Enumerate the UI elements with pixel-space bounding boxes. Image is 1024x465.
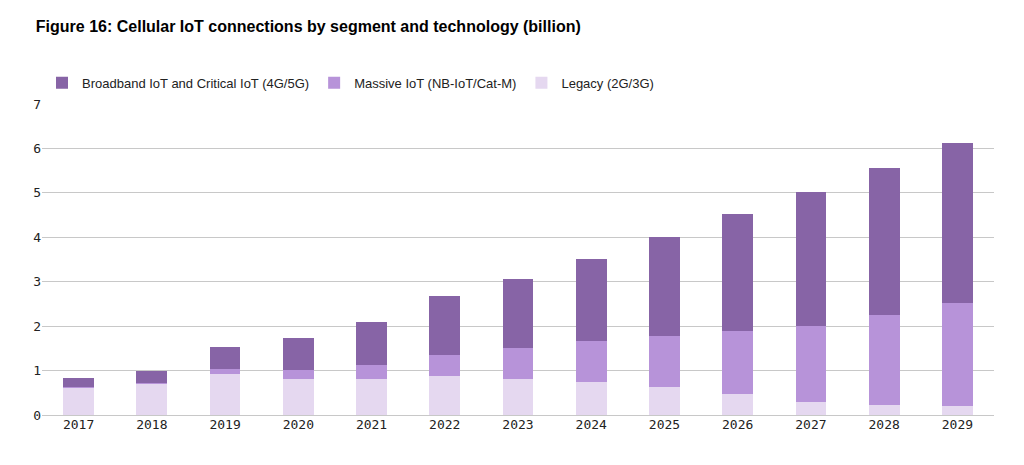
svg-text:4: 4: [33, 230, 41, 245]
svg-text:2025: 2025: [649, 417, 680, 432]
svg-text:2023: 2023: [502, 417, 533, 432]
svg-text:2021: 2021: [356, 417, 387, 432]
svg-text:Legacy (2G/3G): Legacy (2G/3G): [561, 76, 654, 91]
svg-text:2017: 2017: [63, 417, 94, 432]
svg-text:2029: 2029: [942, 417, 973, 432]
svg-text:2019: 2019: [209, 417, 240, 432]
svg-text:Figure 16: Cellular IoT connec: Figure 16: Cellular IoT connections by s…: [36, 18, 581, 35]
svg-text:2018: 2018: [136, 417, 167, 432]
svg-text:1: 1: [33, 363, 41, 378]
svg-text:5: 5: [33, 185, 41, 200]
svg-text:2020: 2020: [283, 417, 314, 432]
svg-text:7: 7: [33, 97, 41, 112]
svg-text:Broadband IoT and Critical IoT: Broadband IoT and Critical IoT (4G/5G): [82, 76, 309, 91]
svg-text:2028: 2028: [868, 417, 899, 432]
svg-text:3: 3: [33, 274, 41, 289]
svg-text:2022: 2022: [429, 417, 460, 432]
svg-text:2026: 2026: [722, 417, 753, 432]
svg-text:2024: 2024: [576, 417, 607, 432]
svg-text:2: 2: [33, 319, 41, 334]
svg-text:0: 0: [33, 408, 41, 423]
svg-text:6: 6: [33, 141, 41, 156]
svg-text:2027: 2027: [795, 417, 826, 432]
svg-text:Massive IoT (NB-IoT/Cat-M): Massive IoT (NB-IoT/Cat-M): [354, 76, 516, 91]
